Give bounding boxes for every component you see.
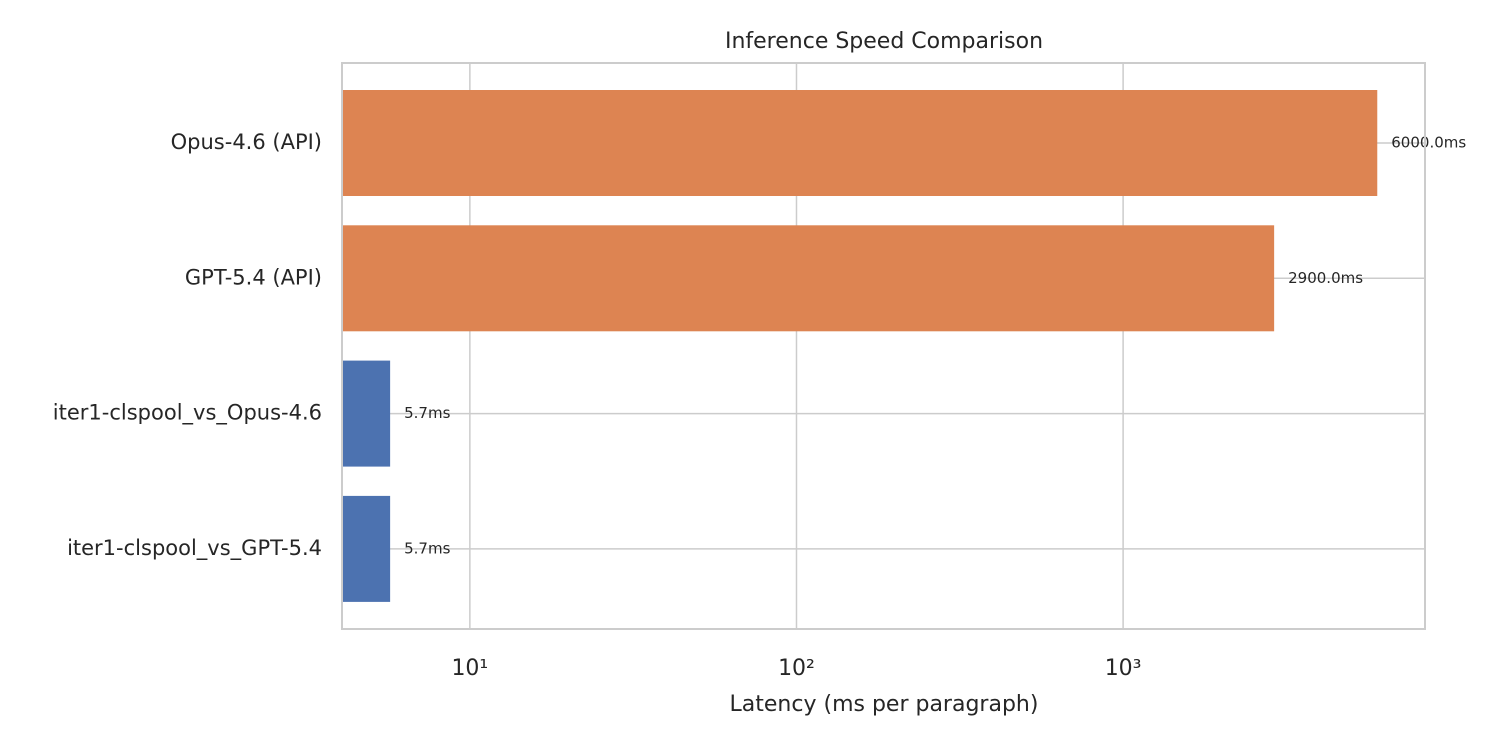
bar bbox=[342, 360, 391, 467]
y-tick-label: iter1-clspool_vs_Opus-4.6 bbox=[53, 401, 322, 426]
bar bbox=[342, 225, 1275, 332]
value-label: 6000.0ms bbox=[1391, 134, 1466, 152]
bar bbox=[342, 90, 1378, 196]
x-tick-label: 10³ bbox=[1105, 656, 1142, 681]
value-label: 5.7ms bbox=[404, 539, 450, 557]
y-tick-label: GPT-5.4 (API) bbox=[185, 265, 322, 289]
chart-title: Inference Speed Comparison bbox=[725, 29, 1043, 54]
x-axis-label: Latency (ms per paragraph) bbox=[730, 692, 1039, 717]
y-tick-label: Opus-4.6 (API) bbox=[171, 130, 322, 154]
value-label: 2900.0ms bbox=[1288, 269, 1363, 287]
bar bbox=[342, 495, 391, 602]
value-label: 5.7ms bbox=[404, 404, 450, 422]
x-tick-label: 10² bbox=[778, 656, 815, 681]
plot-frame bbox=[341, 62, 1426, 630]
y-tick-label: iter1-clspool_vs_GPT-5.4 bbox=[67, 536, 322, 561]
x-tick-label: 10¹ bbox=[451, 656, 488, 681]
